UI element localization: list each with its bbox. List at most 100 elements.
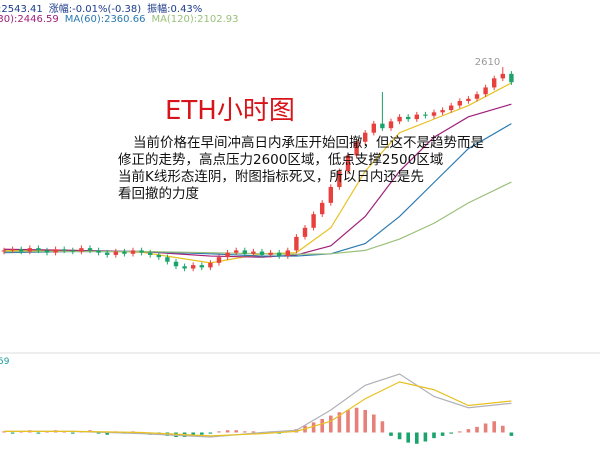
macd-bar — [354, 407, 359, 433]
annotation-text: 当前价格在早间冲高日内承压开始回撤，但这不是趋势而是 修正的走势，高点压力2600… — [118, 135, 518, 203]
annotation-line: 当前K线形态连阴，附图指标死叉，所以日内还是先 — [118, 169, 424, 185]
ma-row: MA(30):2446.59 MA(60):2360.66 MA(120):2102… — [0, 14, 239, 25]
macd-label: 59 — [0, 357, 10, 367]
candle-body — [388, 121, 394, 129]
candle-body — [208, 262, 213, 268]
candle-body — [225, 252, 230, 258]
macd-bar — [397, 432, 402, 440]
macd-bar — [483, 423, 488, 433]
candle-body — [130, 250, 136, 254]
candle-body — [173, 261, 179, 267]
candle-body — [457, 101, 462, 106]
macd-bar — [475, 426, 479, 433]
header-item: MA(60):2360.66 — [64, 14, 146, 25]
macd-bar — [217, 431, 221, 433]
macd-bar — [329, 415, 333, 433]
candle-body — [397, 116, 402, 122]
macd-bar — [96, 432, 101, 434]
candle-body — [96, 250, 101, 253]
candle-body — [320, 202, 325, 215]
candle-body — [242, 250, 247, 254]
candle-body — [234, 250, 239, 253]
candle-body — [113, 251, 118, 255]
candle-body — [53, 249, 58, 253]
candle-body — [345, 155, 351, 172]
candle-body — [19, 249, 24, 252]
macd-bar — [251, 431, 256, 433]
candle-body — [423, 114, 428, 116]
header-item: 涨幅:-0.01%(-0.38) — [48, 4, 142, 15]
max-label: 2610 — [475, 57, 500, 68]
macd-bar — [225, 430, 230, 433]
macd-bar — [243, 431, 247, 433]
macd-bar — [208, 432, 213, 434]
macd-bar — [363, 410, 367, 433]
macd-bar — [337, 412, 342, 433]
indicator-line — [4, 181, 512, 255]
macd-bar — [10, 432, 15, 434]
indicator-line — [4, 381, 512, 437]
macd-bar — [423, 432, 428, 442]
candle-body — [1, 250, 7, 252]
candle-body — [431, 112, 437, 116]
candle-body — [216, 257, 222, 263]
candle-body — [500, 73, 505, 79]
candle-body — [10, 249, 15, 251]
candle-body — [311, 214, 316, 228]
candle-body — [70, 250, 75, 252]
candle-body — [259, 251, 265, 255]
header-item: MA(30):2446.59 — [0, 14, 59, 25]
candle-body — [302, 227, 308, 237]
annotation-title: ETH小时图 — [165, 96, 295, 126]
candle-body — [148, 252, 153, 255]
indicator-line — [4, 373, 512, 438]
candle-body — [182, 266, 187, 269]
macd-bar — [234, 430, 238, 433]
candle-body — [62, 249, 67, 251]
candle-body — [337, 171, 342, 188]
candle-body — [165, 257, 170, 262]
candle-body — [371, 123, 376, 133]
candle-body — [449, 105, 454, 111]
candle-body — [354, 141, 359, 156]
macd-bar — [492, 421, 496, 433]
macd-bar — [380, 421, 385, 433]
macd-bar — [389, 432, 393, 436]
macd-bar — [320, 419, 324, 433]
candle-body — [268, 252, 273, 255]
candle-body — [294, 236, 299, 251]
macd-bar — [311, 422, 316, 433]
candle-body — [87, 248, 93, 251]
candle-body — [406, 116, 411, 120]
macd-bar — [36, 432, 41, 434]
macd-bar — [501, 425, 505, 433]
candle-body — [492, 78, 497, 88]
candle-body — [474, 94, 480, 99]
candle-body — [139, 250, 144, 253]
annotation-line: 修正的走势，高点压力2600区域，低点支撑2500区域 — [118, 152, 444, 168]
candle-body — [328, 187, 333, 203]
macd-bar — [509, 432, 514, 436]
header-item: MA(120):2102.93 — [151, 14, 239, 25]
candle-body — [380, 123, 385, 129]
candle-body — [251, 251, 256, 254]
candle-body — [27, 248, 32, 252]
annotation-line: 当前价格在早间冲高日内承压开始回撤，但这不是趋势而是 — [133, 135, 484, 151]
candle-body — [440, 110, 445, 113]
macd-bar — [440, 432, 445, 436]
candle-body — [156, 254, 161, 258]
macd-bar — [449, 432, 453, 434]
header-item: 振幅:0.43% — [147, 4, 203, 15]
candle-body — [199, 265, 204, 268]
quote-row: 收:2543.41 涨幅:-0.01%(-0.38) 振幅:0.43% — [0, 0, 202, 15]
candle-body — [105, 252, 110, 255]
annotation-line: 看回撤的力度 — [118, 186, 199, 202]
candle-body — [122, 251, 127, 254]
candle-body — [36, 248, 41, 251]
candle-body — [79, 248, 84, 252]
header-item: 收:2543.41 — [0, 4, 43, 15]
candle-body — [44, 250, 50, 253]
macd-bar — [191, 432, 195, 436]
candle-body — [483, 87, 488, 95]
